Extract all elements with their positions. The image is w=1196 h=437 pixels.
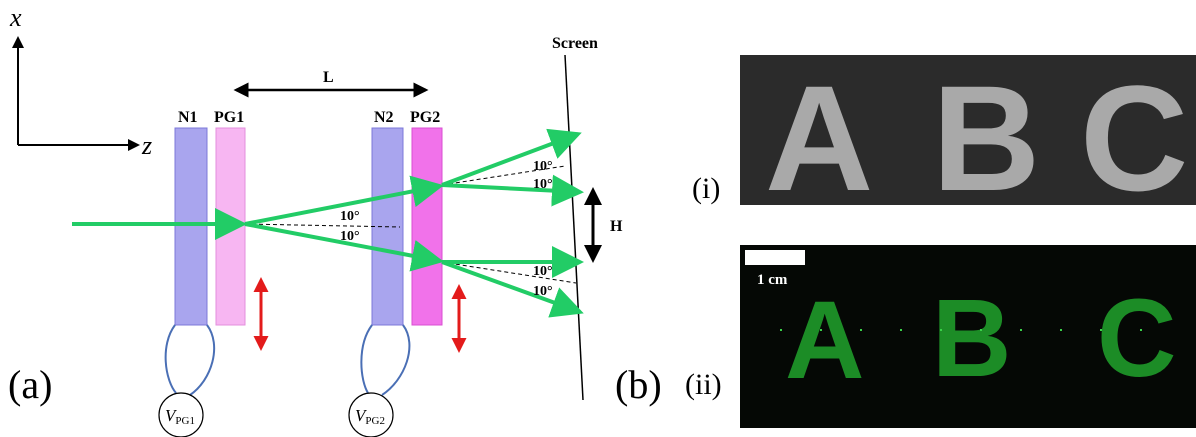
n1-plate: [175, 128, 207, 325]
letter: B: [932, 54, 1040, 222]
element-label: N1: [178, 109, 198, 126]
pg2-plate: [412, 128, 442, 325]
panel-a: x z L N1 PG1 N2 PG2 VPG1 VPG2 Screen: [8, 3, 623, 437]
scale-bar: [745, 250, 805, 265]
angle-label: 10°: [533, 284, 553, 299]
image-label: (ii): [685, 368, 722, 401]
normal-line: [442, 262, 576, 283]
voltage-subscript: PG2: [365, 415, 385, 427]
letter: C: [1097, 277, 1176, 400]
element-label: PG2: [410, 109, 440, 126]
letter: C: [1080, 54, 1188, 222]
height-label: H: [610, 218, 623, 235]
screen: [565, 55, 583, 400]
beam: [442, 185, 580, 192]
element-label: N2: [374, 109, 394, 126]
x-axis-label: x: [9, 3, 22, 32]
letter: B: [932, 277, 1011, 400]
letter: A: [785, 279, 864, 402]
figure: x z L N1 PG1 N2 PG2 VPG1 VPG2 Screen: [0, 0, 1196, 437]
z-axis-label: z: [141, 131, 152, 160]
angle-label: 10°: [533, 264, 553, 279]
pg1-plate: [216, 128, 245, 325]
panel-label: (b): [615, 362, 662, 407]
angle-label: 10°: [533, 159, 553, 174]
element-label: PG1: [214, 109, 244, 126]
screen-label: Screen: [552, 35, 598, 52]
letter: A: [765, 54, 873, 222]
voltage-subscript: PG1: [175, 415, 195, 427]
distance-label: L: [323, 69, 334, 86]
angle-label: 10°: [533, 177, 553, 192]
beam: [442, 262, 580, 312]
angle-label: 10°: [340, 209, 360, 224]
image-label: (i): [692, 172, 720, 205]
angle-label: 10°: [340, 229, 360, 244]
beams: [72, 134, 580, 312]
panel-b: (b) (i) (ii) A B C A B C 1 cm: [615, 54, 1196, 428]
wire: [166, 325, 215, 395]
beam: [442, 134, 578, 185]
panel-label: (a): [8, 362, 52, 407]
normals: [245, 166, 576, 283]
scale-label: 1 cm: [757, 272, 788, 288]
wire: [361, 325, 409, 395]
